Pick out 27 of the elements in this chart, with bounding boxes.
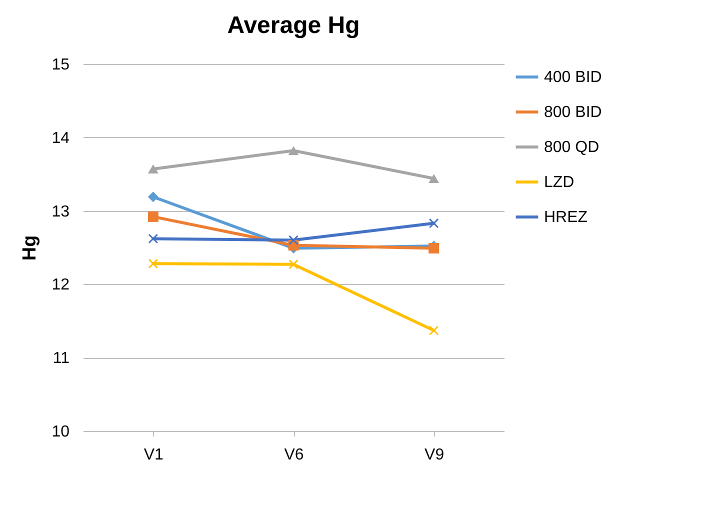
y-tick-label: 12 <box>52 276 70 294</box>
legend-label: 800 BID <box>544 104 602 121</box>
point <box>148 164 158 174</box>
point <box>148 234 158 244</box>
x-tick-label: V9 <box>424 446 444 464</box>
point <box>148 192 158 202</box>
y-tick-label: 13 <box>52 203 70 220</box>
legend-label: 400 BID <box>544 69 602 86</box>
point <box>428 325 439 336</box>
point <box>428 218 439 228</box>
point <box>288 146 299 156</box>
y-tick-label: 15 <box>52 56 70 74</box>
legend-label: HREZ <box>544 209 588 226</box>
chart-title: Average Hg <box>227 12 360 39</box>
point <box>148 211 158 222</box>
point <box>148 258 158 269</box>
y-tick-label: 11 <box>52 350 70 368</box>
x-tick-label: V1 <box>144 446 164 464</box>
point <box>288 259 298 270</box>
y-axis-title: Hg <box>20 235 41 261</box>
point <box>288 235 298 246</box>
y-tick-label: 14 <box>52 130 70 147</box>
y-tick-label: 10 <box>52 424 70 440</box>
legend-label: LZD <box>544 174 574 191</box>
legend-label: 800 QD <box>544 139 600 156</box>
x-tick-label: V6 <box>284 446 304 464</box>
point <box>428 174 440 184</box>
